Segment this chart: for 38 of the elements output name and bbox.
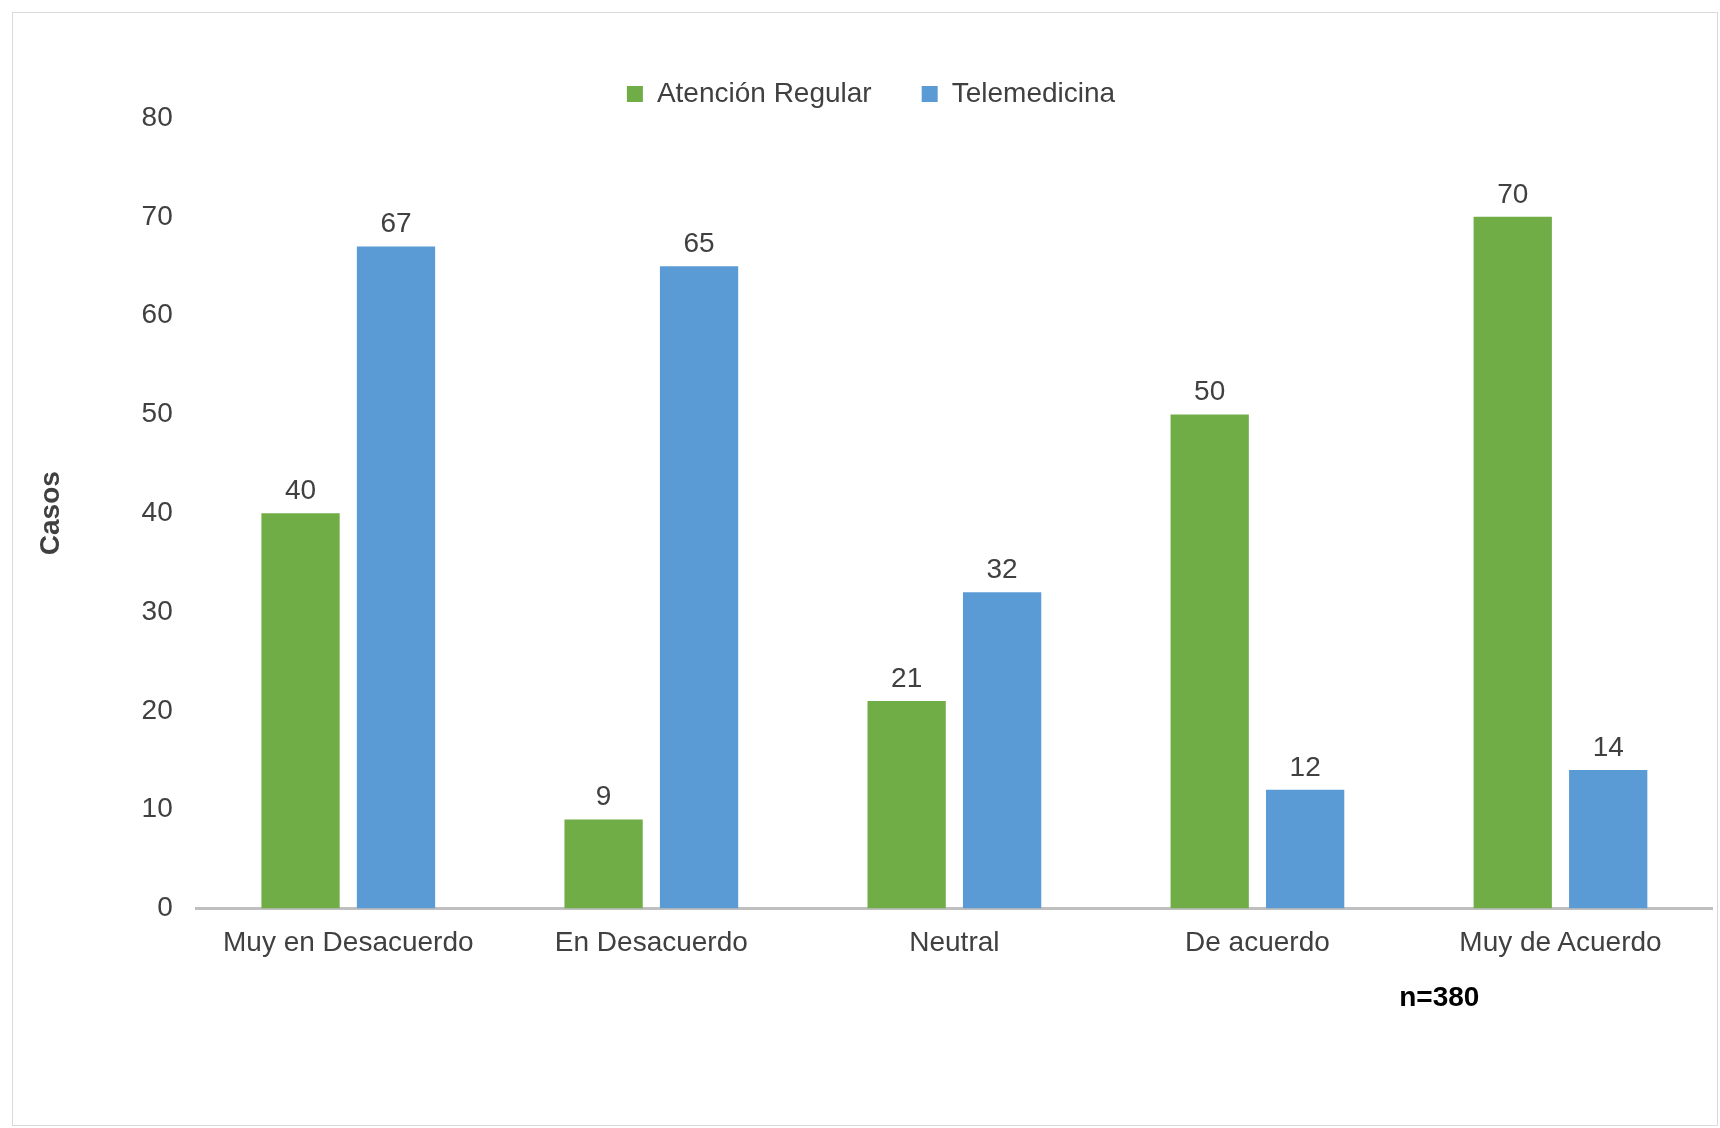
y-tick-label: 0 (157, 891, 173, 923)
data-label: 40 (284, 473, 317, 505)
y-tick-label: 30 (141, 594, 173, 626)
y-tick-label: 50 (141, 397, 173, 429)
y-tick-label: 60 (141, 298, 173, 330)
bar (659, 266, 739, 909)
x-tick-label: Muy de Acuerdo (1459, 925, 1662, 957)
bar (261, 513, 340, 909)
data-label: 12 (1289, 750, 1321, 782)
y-tick-label: 20 (141, 693, 173, 725)
y-tick-label: 10 (141, 792, 173, 824)
bar (1473, 216, 1552, 909)
y-tick-label: 70 (141, 199, 173, 231)
data-label: 50 (1194, 375, 1226, 407)
data-label: 14 (1592, 730, 1624, 762)
bar (1569, 770, 1648, 909)
bar (1266, 789, 1345, 909)
legend-label: Atención Regular (656, 76, 872, 108)
x-tick-label: Muy en Desacuerdo (222, 925, 474, 957)
data-label: 67 (380, 207, 412, 239)
x-tick-label: De acuerdo (1185, 925, 1330, 957)
x-tick-label: Neutral (909, 925, 1000, 957)
data-label: 65 (683, 226, 715, 258)
data-label: 32 (986, 552, 1018, 584)
text: n=380 (1399, 981, 1480, 1013)
data-label: 21 (891, 661, 923, 693)
y-tick-label: 40 (141, 495, 173, 527)
bar (564, 819, 643, 909)
legend-label: Telemedicina (951, 76, 1116, 108)
bar (867, 700, 946, 909)
bar (1170, 414, 1249, 909)
bar (356, 246, 436, 909)
x-tick-label: En Desacuerdo (554, 925, 748, 957)
data-label: 70 (1497, 177, 1529, 209)
bar (962, 592, 1042, 909)
data-label: 9 (595, 780, 612, 812)
y-axis-title: Casos (33, 471, 65, 556)
y-tick-label: 80 (141, 100, 173, 132)
